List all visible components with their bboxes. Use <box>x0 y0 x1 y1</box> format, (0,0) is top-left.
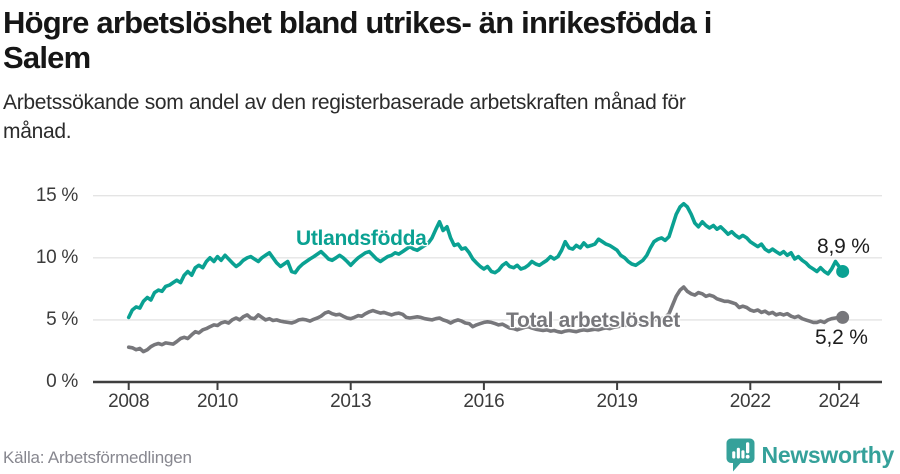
y-tick-label: 0 % <box>46 371 78 392</box>
y-tick-label: 15 % <box>35 184 78 206</box>
source-note: Källa: Arbetsförmedlingen <box>3 448 192 467</box>
series-end-dot <box>836 264 850 278</box>
newsworthy-bubble-chart-icon <box>726 438 755 472</box>
page-subtitle: Arbetssökande som andel av den registerb… <box>3 91 686 143</box>
series-line-total <box>126 285 845 354</box>
series-line-utlandsfodda <box>126 202 845 320</box>
x-tick-label: 2008 <box>108 391 150 412</box>
x-tick-label: 2024 <box>818 391 860 412</box>
series-label-total-arbetsloshet: Total arbetslöshet <box>506 309 680 332</box>
x-tick-label: 2019 <box>596 391 638 412</box>
newsworthy-wordmark: Newsworthy <box>761 441 895 468</box>
x-tick-label: 2013 <box>330 391 372 412</box>
x-tick-label: 2016 <box>463 391 505 412</box>
x-tick-label: 2022 <box>729 391 771 412</box>
newsworthy-logo[interactable]: Newsworthy <box>726 438 894 472</box>
x-tick-label: 2010 <box>196 391 239 412</box>
series-end-dot <box>836 310 850 324</box>
end-value-label-utlandsfodda: 8,9 % <box>817 235 870 258</box>
page-title: Högre arbetslöshet bland utrikes- än inr… <box>3 5 712 75</box>
series-label-utlandsfodda: Utlandsfödda <box>296 227 427 250</box>
y-tick-label: 5 % <box>46 308 78 330</box>
end-value-label-total: 5,2 % <box>815 326 868 349</box>
y-tick-label: 10 % <box>35 246 78 268</box>
